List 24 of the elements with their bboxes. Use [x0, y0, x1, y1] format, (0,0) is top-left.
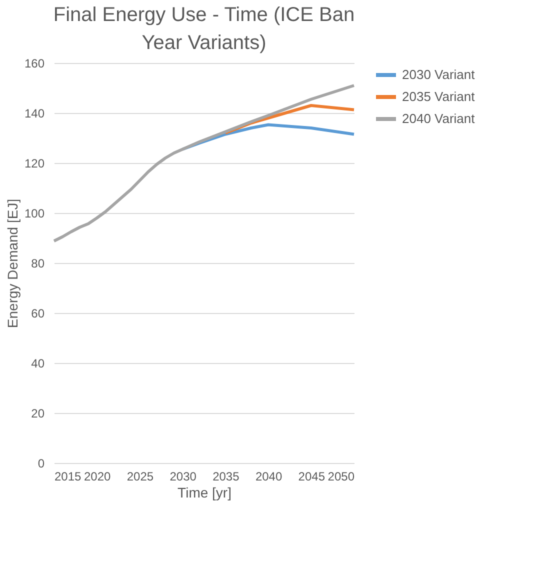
x-tick-label: 2020 — [84, 470, 112, 484]
y-tick-label: 60 — [31, 306, 45, 320]
y-tick-label: 20 — [31, 406, 45, 420]
y-tick-label: 160 — [24, 56, 45, 70]
x-tick-label: 2050 — [328, 470, 355, 484]
x-tick-label: 2025 — [126, 470, 154, 484]
y-tick-label: 80 — [31, 256, 45, 270]
x-axis-title: Time [yr] — [178, 484, 232, 500]
legend-label: 2040 Variant — [402, 111, 476, 126]
x-tick-label: 2030 — [170, 470, 197, 484]
y-tick-label: 40 — [31, 356, 45, 370]
x-tick-label: 2040 — [255, 470, 282, 484]
y-tick-label: 120 — [24, 156, 45, 170]
legend-label: 2030 Variant — [402, 67, 476, 82]
line-series — [52, 84, 356, 242]
y-tick-label: 0 — [38, 456, 45, 470]
x-tick-label: 2015 — [54, 470, 82, 484]
x-tick-label: 2045 — [298, 470, 326, 484]
legend-label: 2035 Variant — [402, 89, 476, 104]
y-axis-title: Energy Demand [EJ] — [4, 198, 20, 328]
y-tick-label: 140 — [24, 106, 45, 120]
x-tick-label: 2035 — [212, 470, 240, 484]
chart-title: Final Energy Use - Time (ICE Ban Year Variants) — [53, 4, 355, 54]
y-tick-label: 100 — [24, 206, 45, 220]
